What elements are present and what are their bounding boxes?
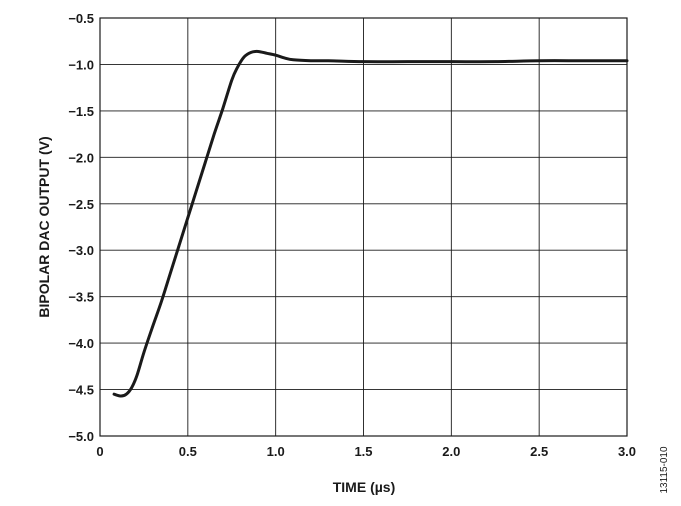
- y-tick-labels: −0.5 −1.0 −1.5 −2.0 −2.5 −3.0 −3.5 −4.0 −4.5 −5.0: [68, 11, 94, 444]
- x-tick-label: 2.0: [442, 444, 460, 459]
- y-tick-label: −1.5: [68, 104, 94, 119]
- figure-number: 13115-010: [659, 446, 670, 494]
- x-tick-label: 1.5: [354, 444, 372, 459]
- y-tick-label: −2.0: [68, 150, 94, 165]
- y-axis-label: BIPOLAR DAC OUTPUT (V): [36, 136, 52, 317]
- x-tick-label: 1.0: [267, 444, 285, 459]
- y-tick-label: −0.5: [68, 11, 94, 26]
- plot-frame: [99, 17, 628, 437]
- x-axis-label: TIME (µs): [333, 479, 396, 495]
- y-tick-label: −4.5: [68, 383, 94, 398]
- series-line: [112, 49, 629, 398]
- y-tick-label: −3.5: [68, 290, 94, 305]
- y-tick-label: −1.0: [68, 57, 94, 72]
- x-tick-label: 0: [96, 444, 103, 459]
- x-tick-labels: 0 0.5 1.0 1.5 2.0 2.5 3.0: [96, 444, 636, 459]
- y-tick-label: −4.0: [68, 336, 94, 351]
- y-tick-label: −5.0: [68, 429, 94, 444]
- y-tick-label: −2.5: [68, 197, 94, 212]
- x-tick-label: 3.0: [618, 444, 636, 459]
- grid: [99, 17, 628, 437]
- x-tick-label: 0.5: [179, 444, 197, 459]
- x-tick-label: 2.5: [530, 444, 548, 459]
- y-tick-label: −3.0: [68, 243, 94, 258]
